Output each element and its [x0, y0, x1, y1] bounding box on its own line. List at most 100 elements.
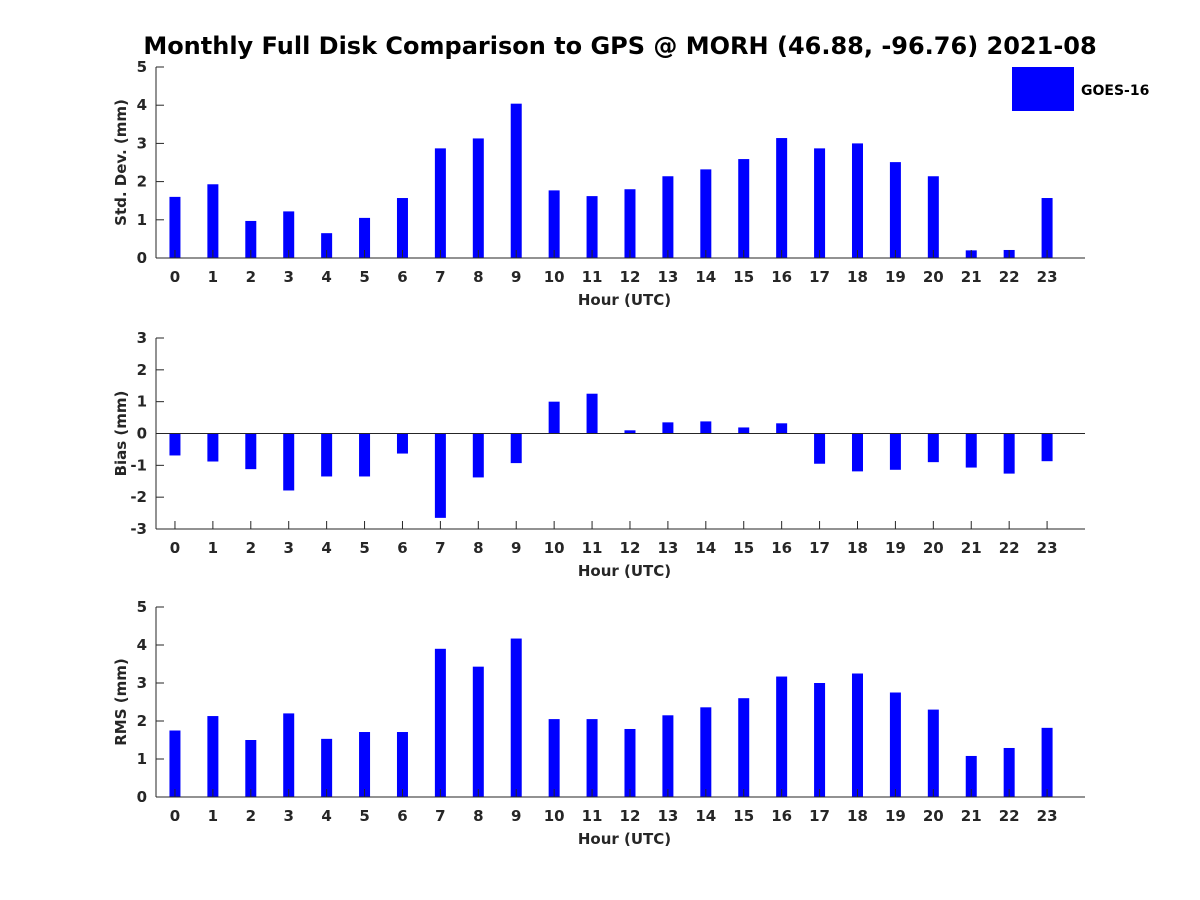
y-tick-label: 3: [137, 329, 147, 347]
x-tick-label: 5: [359, 807, 369, 825]
x-tick-label: 2: [246, 539, 256, 557]
bar-6: [396, 433, 408, 454]
bar-13: [662, 422, 674, 434]
bar-5: [359, 732, 371, 797]
x-tick-label: 1: [208, 268, 218, 286]
x-tick-label: 23: [1037, 807, 1058, 825]
x-tick-label: 0: [170, 539, 180, 557]
bar-7: [434, 648, 446, 797]
y-tick-label: 1: [137, 393, 147, 411]
x-tick-label: 4: [321, 268, 331, 286]
bar-21: [965, 433, 977, 468]
x-tick-label: 11: [582, 539, 603, 557]
bar-4: [321, 433, 333, 477]
bar-15: [738, 427, 750, 434]
y-tick-label: 1: [137, 750, 147, 768]
y-tick-label: 2: [137, 712, 147, 730]
x-tick-label: 8: [473, 268, 483, 286]
x-tick-label: 8: [473, 539, 483, 557]
y-tick-label: 5: [137, 58, 147, 76]
x-tick-label: 5: [359, 539, 369, 557]
x-tick-label: 6: [397, 539, 407, 557]
bar-5: [359, 217, 371, 258]
x-tick-label: 3: [283, 807, 293, 825]
x-tick-label: 17: [809, 539, 830, 557]
bar-18: [851, 673, 863, 797]
bar-2: [245, 220, 257, 258]
bar-12: [624, 728, 636, 797]
x-tick-label: 20: [923, 268, 944, 286]
bar-20: [927, 433, 939, 463]
bar-6: [396, 198, 408, 258]
y-tick-label: 3: [137, 134, 147, 152]
x-tick-label: 6: [397, 807, 407, 825]
bar-16: [776, 423, 788, 434]
x-tick-label: 1: [208, 807, 218, 825]
x-tick-label: 12: [620, 539, 641, 557]
x-axis-label: Hour (UTC): [578, 291, 671, 309]
y-tick-label: 0: [137, 249, 147, 267]
y-axis-label: Std. Dev. (mm): [112, 99, 130, 226]
x-tick-label: 21: [961, 807, 982, 825]
bar-3: [283, 211, 295, 258]
bar-1: [207, 184, 219, 258]
x-tick-label: 21: [961, 539, 982, 557]
bar-8: [472, 138, 484, 258]
y-tick-label: -3: [130, 520, 147, 538]
bar-23: [1041, 727, 1053, 797]
legend: GOES-16: [1012, 67, 1149, 111]
y-tick-label: 0: [137, 788, 147, 806]
x-tick-label: 4: [321, 539, 331, 557]
x-tick-label: 4: [321, 807, 331, 825]
y-tick-label: 4: [137, 96, 147, 114]
x-tick-label: 5: [359, 268, 369, 286]
x-tick-label: 17: [809, 807, 830, 825]
x-tick-label: 2: [246, 807, 256, 825]
bar-6: [396, 732, 408, 797]
x-tick-label: 3: [283, 539, 293, 557]
x-tick-label: 18: [847, 268, 868, 286]
x-tick-label: 16: [771, 807, 792, 825]
bar-9: [510, 103, 522, 258]
y-tick-label: 0: [137, 425, 147, 443]
bar-19: [889, 162, 901, 258]
bar-16: [776, 138, 788, 258]
bar-10: [548, 190, 560, 258]
x-tick-label: 14: [695, 268, 716, 286]
bar-2: [245, 433, 257, 470]
x-tick-label: 10: [544, 539, 565, 557]
x-tick-label: 19: [885, 807, 906, 825]
x-tick-label: 1: [208, 539, 218, 557]
y-tick-label: 5: [137, 598, 147, 616]
x-tick-label: 11: [582, 268, 603, 286]
bar-14: [700, 707, 712, 797]
bar-11: [586, 393, 598, 434]
y-axis-label: Bias (mm): [112, 391, 130, 477]
x-tick-label: 13: [657, 539, 678, 557]
x-tick-label: 9: [511, 807, 521, 825]
bar-20: [927, 176, 939, 258]
x-tick-label: 18: [847, 807, 868, 825]
x-tick-label: 12: [620, 807, 641, 825]
x-tick-label: 22: [999, 539, 1020, 557]
bar-7: [434, 433, 446, 518]
x-tick-label: 11: [582, 807, 603, 825]
bar-23: [1041, 433, 1053, 462]
x-tick-label: 22: [999, 268, 1020, 286]
x-tick-label: 21: [961, 268, 982, 286]
bar-1: [207, 716, 219, 797]
bar-18: [851, 433, 863, 472]
x-tick-label: 16: [771, 539, 792, 557]
bar-3: [283, 433, 295, 491]
bar-7: [434, 148, 446, 258]
x-tick-label: 2: [246, 268, 256, 286]
bar-14: [700, 421, 712, 434]
y-tick-label: 1: [137, 211, 147, 229]
bar-11: [586, 196, 598, 258]
y-axis-label: RMS (mm): [112, 658, 130, 745]
bar-22: [1003, 747, 1015, 797]
y-tick-label: 4: [137, 636, 147, 654]
bar-21: [965, 755, 977, 797]
